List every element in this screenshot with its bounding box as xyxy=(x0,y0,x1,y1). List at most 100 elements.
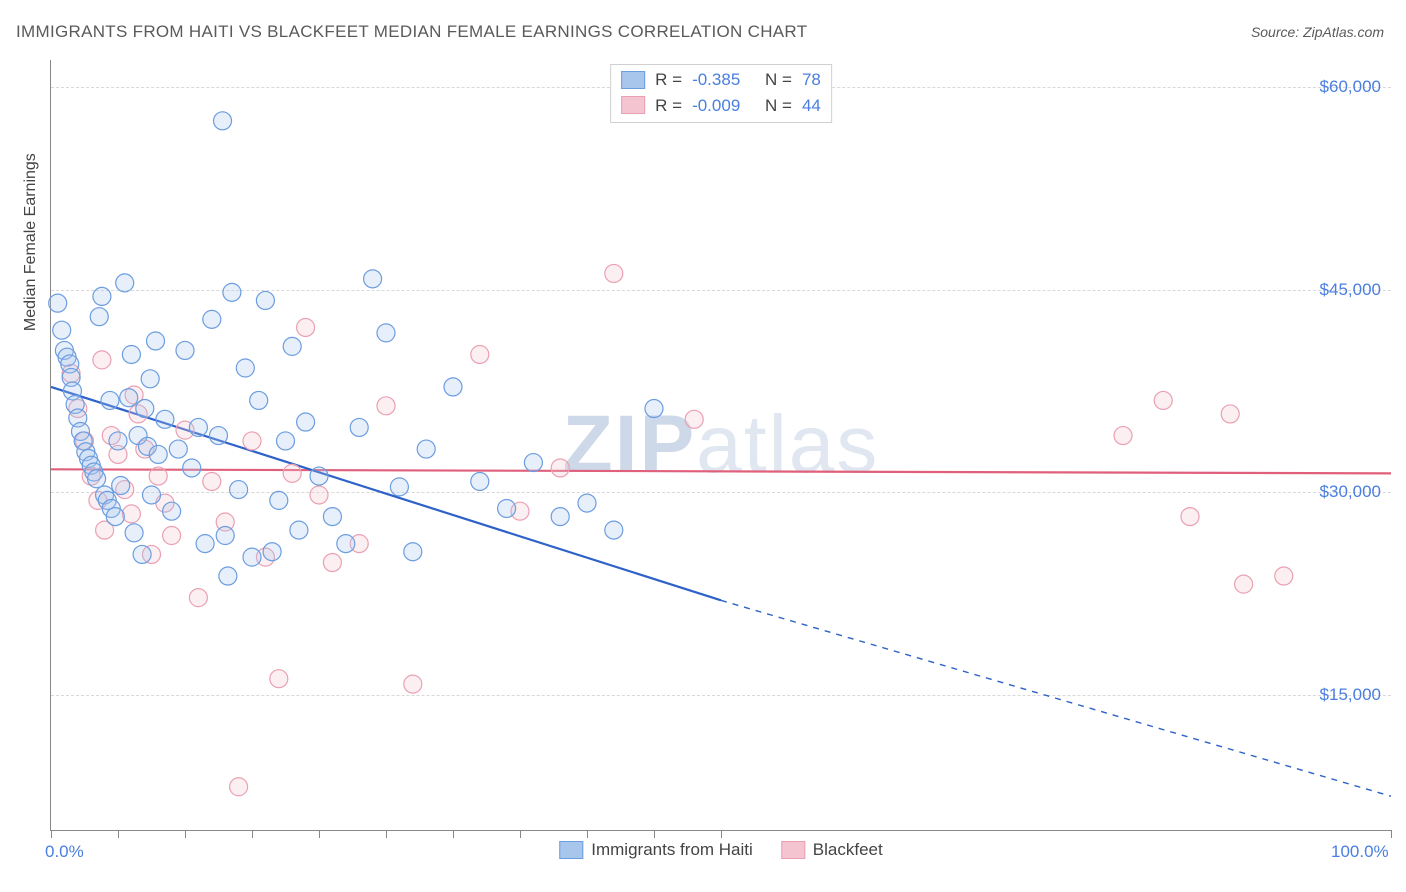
blackfeet-point xyxy=(605,264,623,282)
haiti-trendline-extrapolated xyxy=(721,600,1391,796)
stats-row-blackfeet: R = -0.009 N = 44 xyxy=(621,93,821,119)
x-tick xyxy=(453,830,454,838)
blackfeet-point xyxy=(189,589,207,607)
haiti-r-value: -0.385 xyxy=(692,67,740,93)
legend-blackfeet-label: Blackfeet xyxy=(813,840,883,860)
haiti-point xyxy=(364,270,382,288)
haiti-point xyxy=(337,535,355,553)
haiti-point xyxy=(176,341,194,359)
haiti-point xyxy=(350,418,368,436)
blackfeet-r-value: -0.009 xyxy=(692,93,740,119)
blackfeet-point xyxy=(163,527,181,545)
blackfeet-point xyxy=(243,432,261,450)
haiti-point xyxy=(270,491,288,509)
swatch-blackfeet xyxy=(781,841,805,859)
plot-area: ZIPatlas $15,000$30,000$45,000$60,000 0.… xyxy=(50,60,1391,831)
haiti-point xyxy=(156,410,174,428)
haiti-point xyxy=(143,486,161,504)
blackfeet-point xyxy=(1275,567,1293,585)
haiti-point xyxy=(136,400,154,418)
haiti-point xyxy=(90,308,108,326)
haiti-point xyxy=(141,370,159,388)
blackfeet-point xyxy=(1154,391,1172,409)
n-label: N = xyxy=(765,93,792,119)
x-tick xyxy=(319,830,320,838)
haiti-point xyxy=(214,112,232,130)
blackfeet-point xyxy=(149,467,167,485)
blackfeet-point xyxy=(1181,508,1199,526)
haiti-point xyxy=(120,389,138,407)
chart-title: IMMIGRANTS FROM HAITI VS BLACKFEET MEDIA… xyxy=(16,22,807,42)
haiti-point xyxy=(88,470,106,488)
haiti-point xyxy=(203,310,221,328)
haiti-point xyxy=(53,321,71,339)
stats-row-haiti: R = -0.385 N = 78 xyxy=(621,67,821,93)
haiti-point xyxy=(250,391,268,409)
legend-item-blackfeet: Blackfeet xyxy=(781,840,883,860)
y-axis-title: Median Female Earnings xyxy=(22,153,40,331)
haiti-point xyxy=(390,478,408,496)
haiti-n-value: 78 xyxy=(802,67,821,93)
haiti-point xyxy=(263,543,281,561)
haiti-point xyxy=(551,508,569,526)
blackfeet-point xyxy=(230,778,248,796)
x-tick xyxy=(721,830,722,838)
scatter-blackfeet-group xyxy=(62,264,1293,795)
x-tick xyxy=(1391,830,1392,838)
blackfeet-point xyxy=(1235,575,1253,593)
haiti-point xyxy=(290,521,308,539)
haiti-point xyxy=(147,332,165,350)
stats-legend: R = -0.385 N = 78 R = -0.009 N = 44 xyxy=(610,64,832,123)
blackfeet-point xyxy=(404,675,422,693)
haiti-point xyxy=(169,440,187,458)
x-axis-label: 0.0% xyxy=(45,842,84,862)
blackfeet-point xyxy=(377,397,395,415)
haiti-point xyxy=(444,378,462,396)
haiti-point xyxy=(133,545,151,563)
haiti-point xyxy=(223,283,241,301)
x-tick xyxy=(654,830,655,838)
haiti-point xyxy=(498,499,516,517)
haiti-point xyxy=(323,508,341,526)
haiti-point xyxy=(645,400,663,418)
haiti-point xyxy=(216,527,234,545)
haiti-point xyxy=(196,535,214,553)
x-tick xyxy=(386,830,387,838)
haiti-point xyxy=(230,481,248,499)
haiti-point xyxy=(210,427,228,445)
haiti-point xyxy=(183,459,201,477)
haiti-point xyxy=(49,294,67,312)
plot-svg xyxy=(51,60,1391,830)
haiti-point xyxy=(163,502,181,520)
blackfeet-n-value: 44 xyxy=(802,93,821,119)
haiti-point xyxy=(471,472,489,490)
haiti-point xyxy=(125,524,143,542)
n-label: N = xyxy=(765,67,792,93)
haiti-point xyxy=(116,274,134,292)
haiti-point xyxy=(256,291,274,309)
swatch-blackfeet xyxy=(621,96,645,114)
blackfeet-point xyxy=(1114,427,1132,445)
bottom-legend: Immigrants from Haiti Blackfeet xyxy=(559,840,882,860)
blackfeet-point xyxy=(685,410,703,428)
swatch-haiti xyxy=(559,841,583,859)
haiti-point xyxy=(236,359,254,377)
swatch-haiti xyxy=(621,71,645,89)
haiti-point xyxy=(122,345,140,363)
blackfeet-point xyxy=(270,670,288,688)
x-tick xyxy=(252,830,253,838)
haiti-point xyxy=(106,508,124,526)
haiti-point xyxy=(605,521,623,539)
haiti-point xyxy=(377,324,395,342)
x-tick xyxy=(520,830,521,838)
source-label: Source: ZipAtlas.com xyxy=(1251,24,1384,40)
haiti-point xyxy=(277,432,295,450)
blackfeet-point xyxy=(1221,405,1239,423)
r-label: R = xyxy=(655,93,682,119)
blackfeet-point xyxy=(471,345,489,363)
x-tick xyxy=(118,830,119,838)
haiti-point xyxy=(149,445,167,463)
blackfeet-point xyxy=(323,554,341,572)
legend-haiti-label: Immigrants from Haiti xyxy=(591,840,753,860)
haiti-point xyxy=(243,548,261,566)
